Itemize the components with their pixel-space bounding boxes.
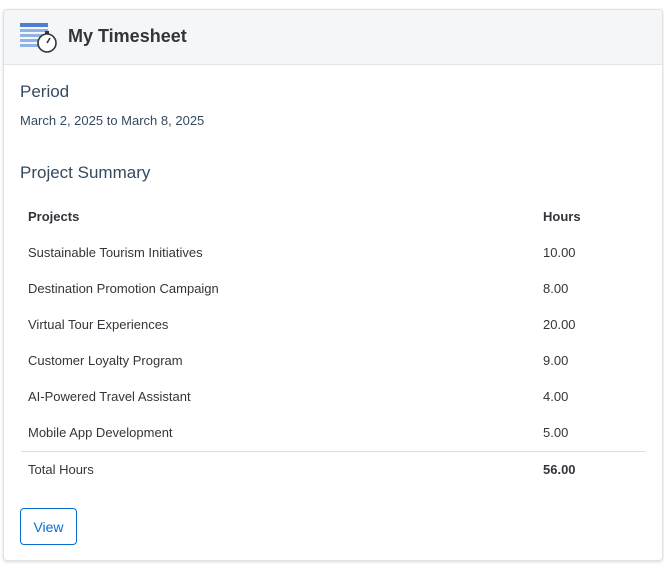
project-name: AI-Powered Travel Assistant — [28, 389, 191, 404]
view-button[interactable]: View — [20, 508, 77, 545]
project-hours: 9.00 — [543, 353, 569, 368]
project-hours: 4.00 — [543, 389, 569, 404]
timesheet-card: My Timesheet Period March 2, 2025 to Mar… — [3, 9, 663, 561]
project-hours: 8.00 — [543, 281, 569, 296]
total-label: Total Hours — [28, 462, 94, 477]
period-label: Period — [20, 82, 70, 101]
column-header: Projects — [28, 209, 80, 224]
period-range: March 2, 2025 to March 8, 2025 — [20, 113, 205, 128]
project-name: Mobile App Development — [28, 425, 173, 440]
column-header: Hours — [543, 209, 581, 224]
project-hours: 5.00 — [543, 425, 569, 440]
project-name: Sustainable Tourism Initiatives — [28, 245, 203, 260]
project-name: Destination Promotion Campaign — [28, 281, 219, 296]
total-separator — [21, 451, 646, 452]
project-name: Virtual Tour Experiences — [28, 317, 169, 332]
card-header: My Timesheet — [4, 10, 662, 65]
summary-title: Project Summary — [20, 163, 151, 182]
project-name: Customer Loyalty Program — [28, 353, 183, 368]
timesheet-icon — [20, 23, 57, 53]
total-hours: 56.00 — [543, 462, 576, 477]
project-hours: 10.00 — [543, 245, 576, 260]
project-hours: 20.00 — [543, 317, 576, 332]
card-title: My Timesheet — [68, 26, 187, 46]
